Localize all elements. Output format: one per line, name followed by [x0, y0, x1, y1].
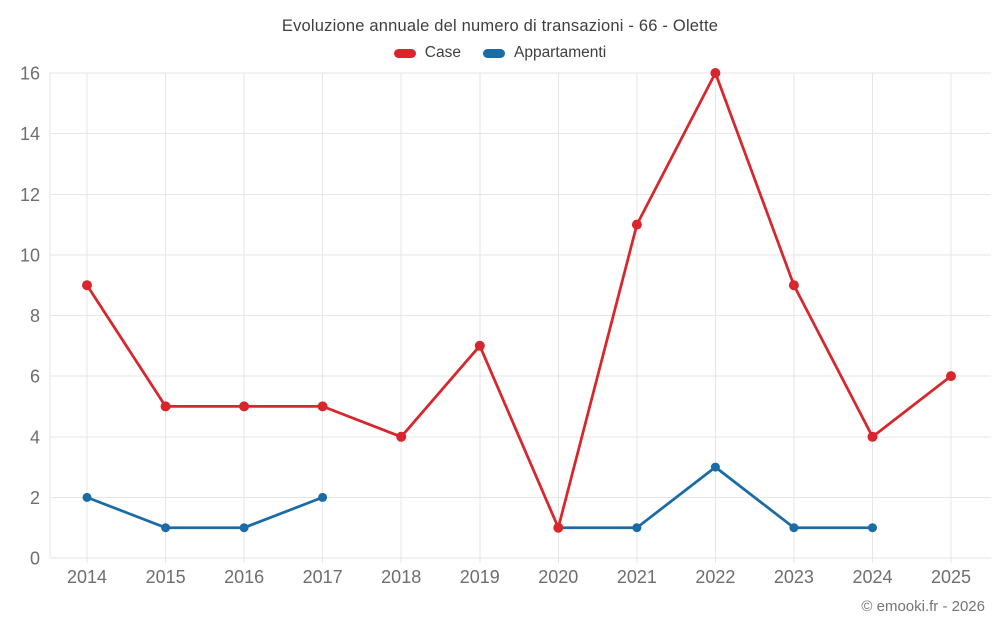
svg-text:2015: 2015 — [146, 567, 186, 587]
data-point-case-2017[interactable] — [317, 401, 328, 412]
svg-text:8: 8 — [30, 306, 40, 326]
data-point-case-2025[interactable] — [946, 371, 956, 382]
svg-text:2014: 2014 — [67, 567, 107, 587]
data-point-case-2024[interactable] — [867, 431, 878, 442]
copyright: © emooki.fr - 2026 — [861, 598, 985, 615]
data-point-case-2021[interactable] — [631, 219, 642, 230]
y-axis-labels: 0 2 4 6 8 10 12 14 16 — [20, 64, 40, 569]
svg-text:12: 12 — [20, 185, 40, 205]
svg-text:2: 2 — [30, 488, 40, 508]
legend-label-case: Case — [424, 44, 461, 61]
legend-item-appartamenti[interactable]: Appartamenti — [482, 44, 607, 62]
grid-lines — [49, 72, 991, 563]
chart-title: Evoluzione annuale del numero di transaz… — [281, 17, 719, 35]
svg-text:2024: 2024 — [852, 567, 892, 587]
data-point-appartamenti-2016[interactable] — [239, 523, 249, 533]
data-point-appartamenti-2014[interactable] — [82, 492, 92, 502]
svg-text:6: 6 — [30, 367, 40, 387]
svg-text:16: 16 — [20, 64, 40, 84]
data-point-case-2022[interactable] — [710, 68, 721, 78]
svg-text:2022: 2022 — [695, 567, 735, 587]
svg-text:10: 10 — [20, 245, 40, 265]
series-case-points — [82, 68, 956, 533]
svg-text:2025: 2025 — [931, 567, 971, 587]
legend-swatch-case-icon — [393, 48, 416, 58]
svg-text:2017: 2017 — [303, 567, 343, 587]
svg-text:2018: 2018 — [381, 567, 421, 587]
data-point-appartamenti-2022[interactable] — [710, 462, 720, 472]
svg-text:2023: 2023 — [774, 567, 814, 587]
svg-text:4: 4 — [30, 427, 40, 447]
x-axis-labels: 2014 2015 2016 2017 2018 2019 2020 2021 2022 2023… — [67, 567, 971, 587]
svg-text:2019: 2019 — [460, 567, 500, 587]
legend-label-appartamenti: Appartamenti — [513, 44, 607, 61]
legend-swatch-appartamenti-icon — [482, 48, 505, 58]
chart-legend: Case Appartamenti — [0, 44, 1000, 62]
data-point-case-2015[interactable] — [160, 401, 171, 412]
data-point-case-2023[interactable] — [788, 280, 799, 291]
svg-text:2016: 2016 — [224, 567, 264, 587]
data-point-appartamenti-2024[interactable] — [868, 523, 877, 533]
data-point-appartamenti-2023[interactable] — [789, 523, 799, 533]
svg-text:14: 14 — [20, 124, 40, 144]
svg-text:2021: 2021 — [617, 567, 657, 587]
series-case — [85, 71, 953, 530]
data-point-appartamenti-2017[interactable] — [318, 492, 328, 502]
data-point-case-2018[interactable] — [396, 431, 407, 442]
data-point-case-2019[interactable] — [474, 340, 485, 351]
svg-text:0: 0 — [30, 549, 40, 569]
data-point-appartamenti-2021[interactable] — [632, 523, 642, 533]
legend-item-case[interactable]: Case — [393, 44, 461, 62]
data-point-case-2014[interactable] — [82, 280, 92, 291]
data-point-case-2016[interactable] — [239, 401, 250, 412]
svg-text:2020: 2020 — [538, 567, 578, 587]
data-point-case-2020[interactable] — [553, 522, 564, 533]
data-point-appartamenti-2015[interactable] — [161, 523, 171, 533]
